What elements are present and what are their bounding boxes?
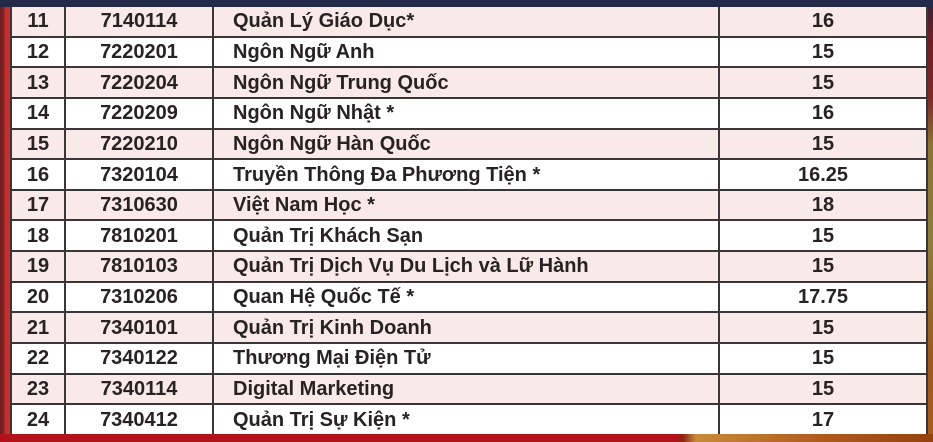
table-row: 24 7340412 Quản Trị Sự Kiện * 17 (12, 405, 926, 434)
table-row: 22 7340122 Thương Mại Điện Tử 15 (12, 344, 926, 375)
table-cell-major-name: Ngôn Ngữ Hàn Quốc (214, 129, 720, 159)
bottom-red-gold-bar (0, 434, 933, 442)
table-cell-row-number: 23 (12, 374, 66, 404)
table-cell-major-name: Ngôn Ngữ Nhật * (214, 98, 720, 128)
table-row: 18 7810201 Quản Trị Khách Sạn 15 (12, 221, 926, 253)
table-row: 23 7340114 Digital Marketing 15 (12, 374, 926, 406)
table-cell-row-number: 15 (12, 129, 66, 159)
table-cell-score: 15 (811, 224, 835, 247)
table-row: 19 7810103 Quản Trị Dịch Vụ Du Lịch và Lữ … (12, 252, 926, 283)
table-cell-major-code: 7310206 (66, 282, 214, 312)
table-row: 11 7140114 Quản Lý Giáo Dục* 16 (12, 7, 926, 38)
table-cell-major-code: 7340101 (66, 313, 214, 343)
table-cell-major-name: Quan Hệ Quốc Tế * (214, 282, 720, 312)
table-cell-major-name: Thương Mại Điện Tử (214, 344, 720, 373)
table-cell-score: 16 (811, 102, 835, 125)
table-cell-major-name: Ngôn Ngữ Trung Quốc (214, 68, 720, 97)
table-cell-major-name: Việt Nam Học * (214, 190, 720, 220)
table-cell-major-name: Truyền Thông Đa Phương Tiện * (214, 160, 720, 189)
table-cell-score: 17.75 (797, 286, 849, 309)
table-cell-score: 16.25 (797, 163, 849, 186)
table-cell-score: 16 (811, 10, 835, 33)
table-cell-major-code: 7340412 (66, 405, 214, 434)
table-cell-major-name: Quản Trị Sự Kiện * (214, 405, 720, 434)
left-red-strip (0, 0, 10, 442)
table-cell-score: 15 (811, 255, 835, 278)
table-row: 17 7310630 Việt Nam Học * 18 (12, 190, 926, 222)
table-cell-score: 15 (811, 316, 835, 339)
table-row: 21 7340101 Quản Trị Kinh Doanh 15 (12, 313, 926, 345)
table-cell-row-number: 13 (12, 68, 66, 97)
table-cell-major-name: Quản Lý Giáo Dục* (214, 7, 720, 36)
table-cell-row-number: 17 (12, 190, 66, 220)
table-cell-row-number: 24 (12, 405, 66, 434)
table-cell-score: 18 (811, 194, 835, 217)
table-cell-row-number: 18 (12, 221, 66, 251)
table-cell-major-code: 7220210 (66, 129, 214, 159)
table-cell-row-number: 19 (12, 252, 66, 281)
table-cell-row-number: 16 (12, 160, 66, 189)
table-cell-row-number: 14 (12, 98, 66, 128)
table-cell-row-number: 11 (12, 7, 66, 36)
table-cell-major-code: 7810201 (66, 221, 214, 251)
table-cell-major-code: 7220201 (66, 37, 214, 67)
table-cell-score: 15 (811, 71, 835, 94)
table-cell-major-name: Quản Trị Kinh Doanh (214, 313, 720, 343)
table-cell-major-name: Digital Marketing (214, 374, 720, 404)
table-cell-major-code: 7320104 (66, 160, 214, 189)
table-cell-row-number: 22 (12, 344, 66, 373)
table-cell-row-number: 21 (12, 313, 66, 343)
table-cell-row-number: 20 (12, 282, 66, 312)
table-cell-major-name: Quản Trị Khách Sạn (214, 221, 720, 251)
table-row: 16 7320104 Truyền Thông Đa Phương Tiện * 16… (12, 160, 926, 191)
table-cell-major-code: 7220204 (66, 68, 214, 97)
table-cell-major-code: 7340122 (66, 344, 214, 373)
table-row: 20 7310206 Quan Hệ Quốc Tế * 17.75 (12, 282, 926, 314)
top-navy-bar (0, 0, 933, 7)
right-edge-strip (928, 0, 933, 442)
table-cell-major-code: 7140114 (66, 7, 214, 36)
table-cell-score: 15 (811, 378, 835, 400)
table-cell-major-name: Ngôn Ngữ Anh (214, 37, 720, 67)
table-cell-score: 15 (811, 40, 835, 63)
table-cell-score: 15 (811, 132, 835, 155)
table-cell-row-number: 12 (12, 37, 66, 67)
table-cell-major-code: 7810103 (66, 252, 214, 281)
table-cell-major-code: 7340114 (66, 374, 214, 404)
table-row: 12 7220201 Ngôn Ngữ Anh 15 (12, 37, 926, 69)
table-row: 13 7220204 Ngôn Ngữ Trung Quốc 15 (12, 68, 926, 99)
table-row: 15 7220210 Ngôn Ngữ Hàn Quốc 15 (12, 129, 926, 161)
table-cell-major-code: 7220209 (66, 98, 214, 128)
table-cell-score: 17 (811, 408, 835, 431)
table-cell-score: 15 (811, 347, 835, 370)
table-row: 14 7220209 Ngôn Ngữ Nhật * 16 (12, 98, 926, 130)
scores-table: 11 7140114 Quản Lý Giáo Dục* 16 12 7220201 Ngô… (10, 7, 928, 434)
table-cell-major-code: 7310630 (66, 190, 214, 220)
table-cell-major-name: Quản Trị Dịch Vụ Du Lịch và Lữ Hành (214, 252, 720, 281)
